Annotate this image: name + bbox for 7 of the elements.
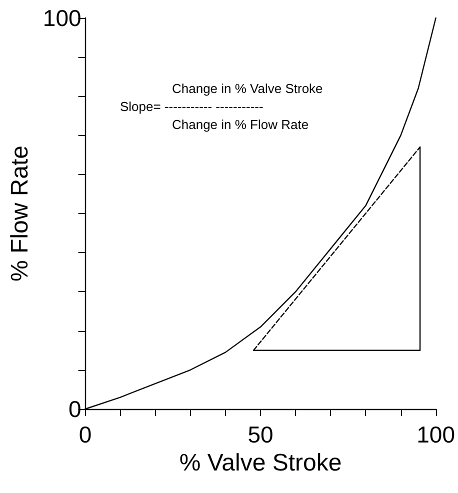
annotation: Slope= ----------- ----------- <box>120 99 264 114</box>
annotation: Change in % Valve Stroke <box>172 81 323 96</box>
x-axis-title: % Valve Stroke <box>179 450 342 476</box>
x-tick-label: 100 <box>416 422 455 448</box>
x-tick-label: 50 <box>248 422 274 448</box>
annotation: Change in % Flow Rate <box>172 117 309 132</box>
y-axis-title: % Flow Rate <box>6 145 34 282</box>
